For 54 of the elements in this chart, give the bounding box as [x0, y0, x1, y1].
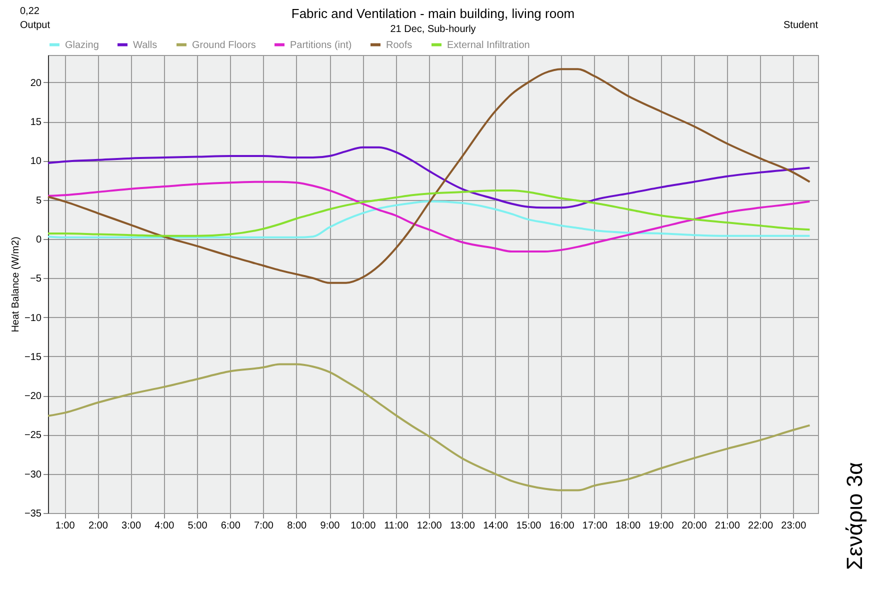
y-tick-label: −25 — [24, 430, 42, 442]
x-tick-label: 8:00 — [287, 520, 308, 532]
legend-label: Ground Floors — [192, 40, 256, 51]
x-tick-label: 6:00 — [220, 520, 241, 532]
line-series — [47, 146, 811, 209]
x-tick-label: 7:00 — [254, 520, 274, 532]
text: Student — [784, 20, 818, 31]
text: Σενάριο 3α — [842, 462, 868, 570]
chart-title: Fabric and Ventilation - main building, living room — [291, 6, 575, 21]
legend-label: Roofs — [386, 40, 412, 51]
chart-subtitle: 21 Dec, Sub-hourly — [390, 24, 476, 35]
x-tick-label: 17:00 — [582, 520, 608, 532]
line-series — [47, 200, 811, 238]
text: Output — [20, 20, 50, 31]
line-series — [47, 68, 811, 284]
y-tick-label: −10 — [24, 312, 42, 324]
x-tick-label: 15:00 — [516, 520, 542, 532]
y-tick-label: −5 — [30, 274, 42, 285]
x-tick-label: 12:00 — [416, 520, 442, 532]
x-tick-label: 10:00 — [350, 520, 376, 532]
x-tick-label: 22:00 — [748, 520, 774, 532]
x-tick-label: 18:00 — [616, 520, 642, 532]
line-series — [47, 363, 811, 492]
y-tick-label: 15 — [30, 117, 42, 128]
line-series — [47, 189, 811, 237]
y-tick-label: −30 — [24, 469, 42, 480]
legend-label: Partitions (int) — [290, 40, 352, 51]
legend-label: Glazing — [65, 40, 99, 51]
y-tick-label: 20 — [30, 78, 42, 89]
text: 0,22 — [20, 6, 40, 17]
x-tick-label: 1:00 — [55, 520, 76, 532]
x-tick-label: 21:00 — [714, 520, 740, 532]
x-tick-label: 20:00 — [682, 520, 708, 532]
y-tick-label: −20 — [24, 391, 42, 402]
line-series — [47, 180, 811, 253]
y-tick-label: 0 — [36, 234, 42, 246]
x-tick-label: 5:00 — [188, 520, 208, 532]
x-tick-label: 13:00 — [450, 520, 476, 532]
x-tick-label: 4:00 — [154, 520, 175, 532]
x-tick-label: 3:00 — [122, 520, 142, 532]
x-tick-label: 2:00 — [88, 520, 108, 532]
y-tick-label: −15 — [24, 352, 42, 363]
x-tick-label: 23:00 — [781, 520, 807, 532]
legend-label: External Infiltration — [447, 40, 530, 51]
y-tick-label: −35 — [24, 508, 42, 520]
x-tick-label: 16:00 — [549, 520, 575, 532]
x-tick-label: 19:00 — [648, 520, 674, 532]
x-tick-label: 14:00 — [483, 520, 509, 532]
x-tick-label: 9:00 — [320, 520, 340, 532]
y-tick-label: 5 — [36, 195, 42, 206]
y-axis-title: Heat Balance (W/m2) — [10, 236, 22, 332]
x-tick-label: 11:00 — [384, 520, 409, 532]
y-tick-label: 10 — [30, 156, 42, 168]
legend-label: Walls — [133, 40, 158, 51]
